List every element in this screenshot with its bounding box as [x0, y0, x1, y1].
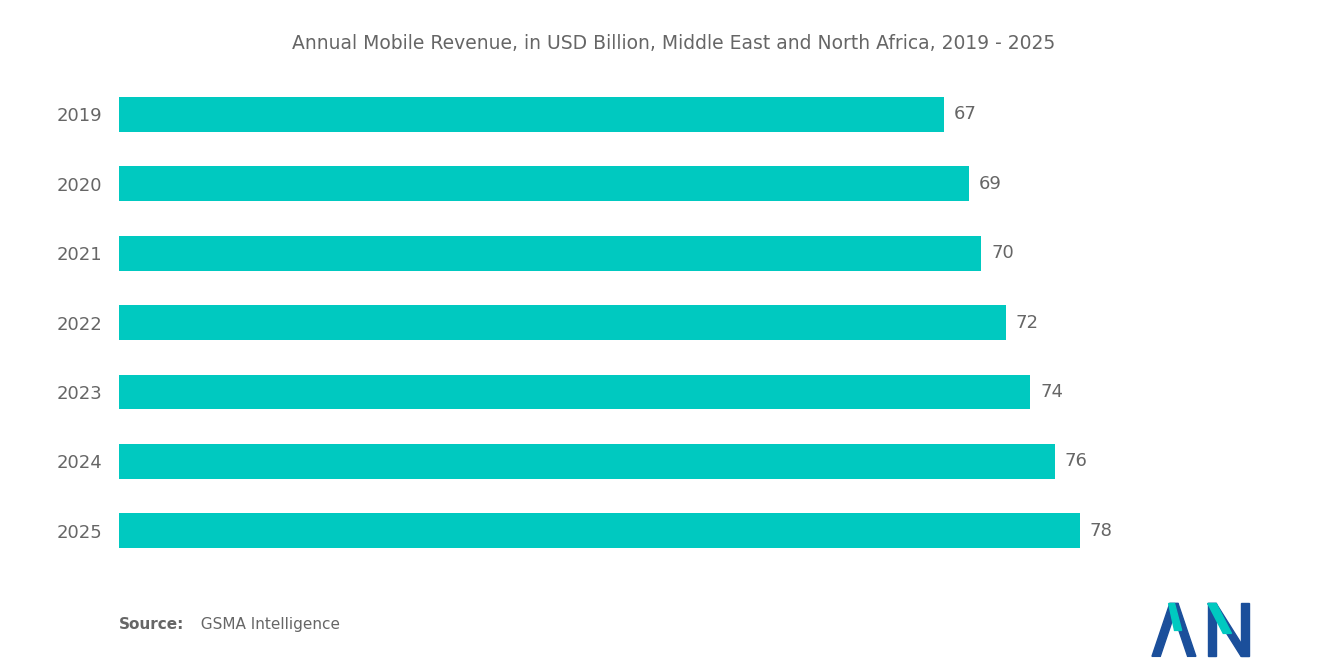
Text: 70: 70 [991, 244, 1014, 262]
Title: Annual Mobile Revenue, in USD Billion, Middle East and North Africa, 2019 - 2025: Annual Mobile Revenue, in USD Billion, M… [292, 34, 1055, 53]
Text: 69: 69 [978, 175, 1002, 193]
Text: GSMA Intelligence: GSMA Intelligence [191, 616, 341, 632]
Bar [119, 513, 1080, 548]
Polygon shape [1208, 604, 1216, 656]
Text: 78: 78 [1089, 521, 1113, 539]
Text: 67: 67 [954, 106, 977, 124]
Bar [119, 97, 944, 132]
Text: 74: 74 [1040, 383, 1064, 401]
Polygon shape [1170, 604, 1196, 656]
Bar [119, 305, 1006, 340]
Polygon shape [1208, 604, 1232, 633]
Polygon shape [1168, 604, 1181, 630]
Text: 76: 76 [1065, 452, 1088, 470]
Polygon shape [1152, 604, 1179, 656]
Bar [119, 236, 981, 271]
Text: Source:: Source: [119, 616, 185, 632]
Bar [119, 444, 1055, 479]
Bar [119, 166, 969, 201]
Polygon shape [1208, 604, 1250, 656]
Bar [119, 374, 1031, 409]
Polygon shape [1241, 604, 1250, 656]
Text: 72: 72 [1015, 313, 1039, 332]
